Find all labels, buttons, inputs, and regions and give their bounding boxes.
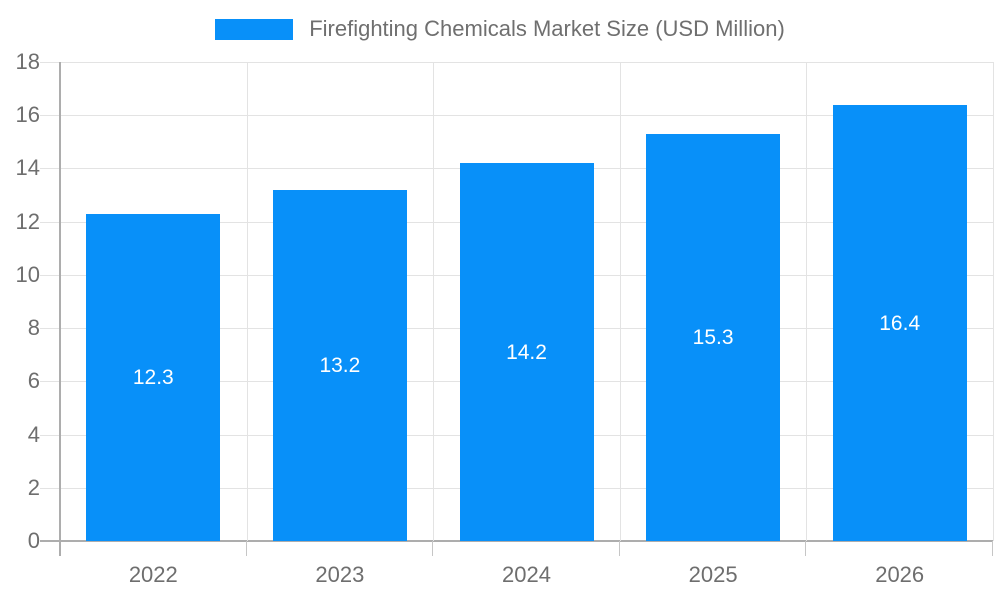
x-axis-tick-label: 2022 bbox=[128, 562, 178, 587]
y-axis-tick-label: 4 bbox=[27, 421, 40, 447]
legend-swatch bbox=[215, 18, 294, 40]
bar-2023[interactable] bbox=[272, 189, 407, 541]
x-axis-tick bbox=[805, 541, 807, 556]
y-axis-line bbox=[59, 62, 61, 556]
y-axis-tick-label: 18 bbox=[15, 49, 40, 74]
y-axis-tick-label: 12 bbox=[15, 208, 40, 234]
bar-2026[interactable] bbox=[832, 104, 967, 541]
y-axis-tick-label: 16 bbox=[15, 102, 40, 128]
gridline bbox=[40, 62, 993, 63]
y-axis-tick-label: 0 bbox=[27, 528, 40, 553]
category-separator-line bbox=[619, 62, 621, 541]
y-axis-tick-label: 2 bbox=[27, 474, 40, 500]
category-separator-line bbox=[993, 62, 994, 541]
category-separator-line bbox=[246, 62, 248, 541]
bar-value-label: 15.3 bbox=[692, 326, 734, 350]
bar-value-label: 13.2 bbox=[319, 354, 361, 378]
x-axis-tick-label: 2024 bbox=[502, 562, 551, 587]
bar-value-label: 14.2 bbox=[506, 341, 547, 365]
bar-value-label: 16.4 bbox=[879, 311, 921, 335]
x-axis-line bbox=[40, 540, 993, 542]
x-axis-tick bbox=[245, 541, 247, 556]
gridline bbox=[40, 115, 993, 117]
x-axis-tick-label: 2026 bbox=[875, 562, 925, 587]
y-axis-tick-label: 14 bbox=[15, 155, 40, 181]
x-axis-tick bbox=[992, 541, 993, 556]
x-axis-tick-label: 2025 bbox=[688, 562, 738, 587]
y-axis-tick-label: 8 bbox=[27, 315, 40, 341]
bar-2025[interactable] bbox=[646, 133, 781, 541]
category-separator-line bbox=[433, 62, 435, 541]
x-axis-tick bbox=[618, 541, 620, 556]
y-axis-tick-label: 6 bbox=[27, 368, 40, 394]
legend[interactable]: Firefighting Chemicals Market Size (USD … bbox=[0, 18, 1000, 40]
bar-value-label: 12.3 bbox=[132, 366, 174, 390]
y-axis-tick-label: 10 bbox=[15, 261, 40, 287]
legend-label: Firefighting Chemicals Market Size (USD … bbox=[309, 16, 785, 41]
x-axis-tick bbox=[432, 541, 434, 556]
bar-2024[interactable] bbox=[459, 163, 594, 541]
category-separator-line bbox=[806, 62, 808, 541]
bar-2022[interactable] bbox=[86, 213, 221, 541]
x-axis-tick-label: 2023 bbox=[315, 562, 365, 587]
